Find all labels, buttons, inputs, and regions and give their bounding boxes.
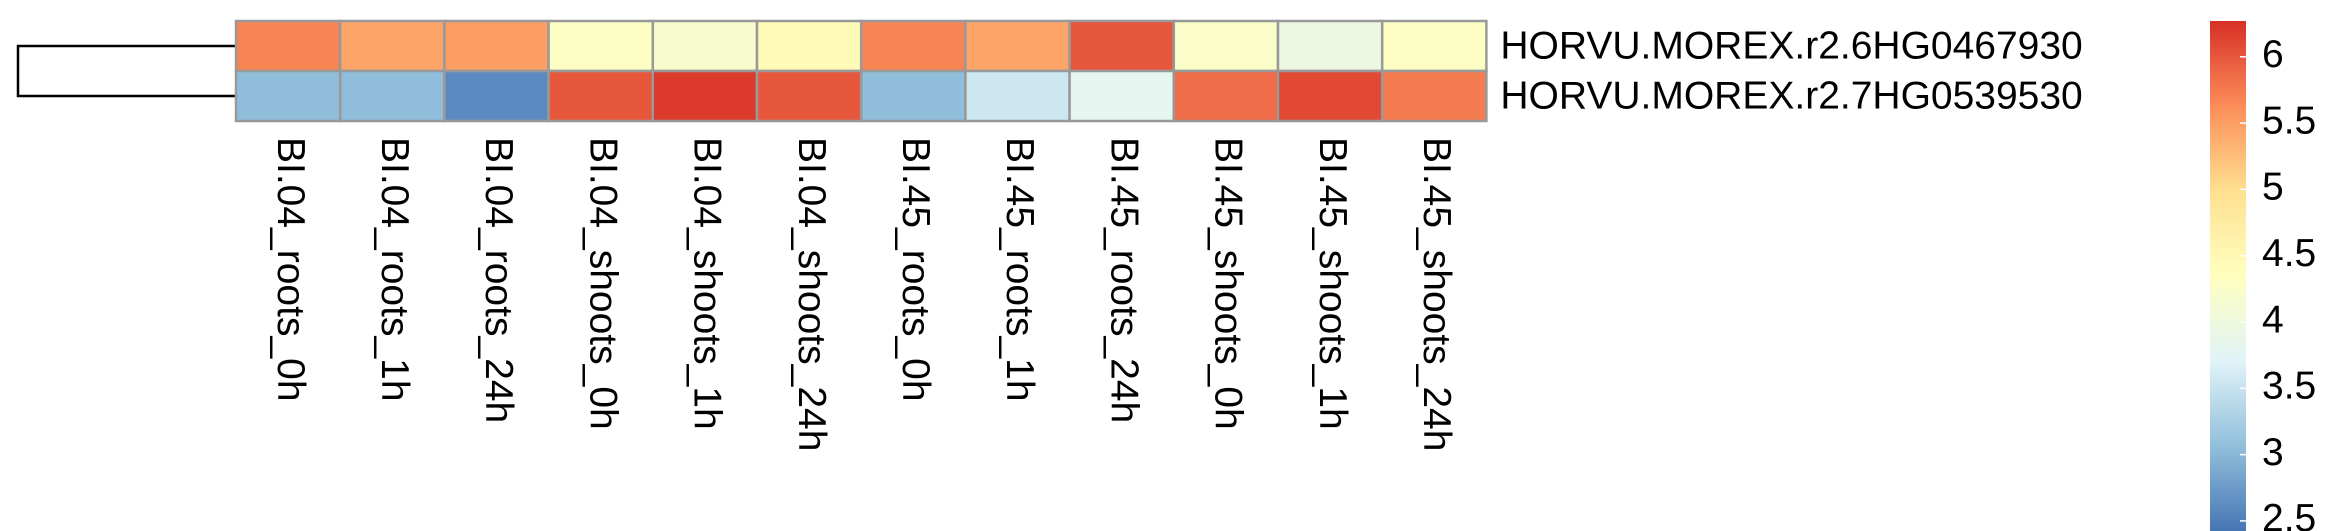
legend-tick-label: 4	[2262, 298, 2284, 341]
heatmap-cell	[1380, 19, 1488, 73]
column-label: BI.04_shoots_24h	[790, 137, 833, 451]
heatmap-cell	[338, 69, 446, 123]
heatmap-cell	[964, 69, 1071, 123]
heatmap-cell	[443, 19, 550, 73]
heatmap-cell	[1172, 69, 1280, 123]
heatmap-cell	[755, 69, 863, 123]
column-label: BI.45_shoots_1h	[1311, 137, 1354, 430]
column-label: BI.04_roots_0h	[269, 137, 312, 402]
heatmap-cell	[1068, 19, 1176, 73]
row-label: HORVU.MOREX.r2.6HG0467930	[1500, 24, 2082, 67]
column-label: BI.04_roots_1h	[373, 137, 416, 402]
heatmap-cell	[234, 19, 342, 73]
column-label: BI.45_roots_0h	[894, 137, 937, 402]
heatmap-cell	[651, 19, 759, 73]
color-legend	[2210, 21, 2246, 531]
column-label: BI.04_shoots_1h	[686, 137, 729, 430]
legend-tick-label: 6	[2262, 33, 2284, 76]
heatmap-cell	[651, 69, 759, 123]
row-label: HORVU.MOREX.r2.7HG0539530	[1500, 74, 2082, 117]
heatmap-cell	[338, 19, 446, 73]
legend-tick-label: 2.5	[2262, 497, 2316, 531]
column-label: BI.45_roots_1h	[998, 137, 1041, 402]
heatmap-cell	[859, 19, 967, 73]
legend-tick-label: 5.5	[2262, 99, 2316, 142]
column-label: BI.45_shoots_0h	[1207, 137, 1250, 430]
column-label: BI.45_shoots_24h	[1415, 137, 1458, 451]
heatmap-cell	[547, 19, 655, 73]
heatmap-cell	[1380, 69, 1488, 123]
heatmap-cell	[1276, 19, 1384, 73]
column-label: BI.04_roots_24h	[477, 137, 520, 423]
legend-tick-label: 3	[2262, 431, 2284, 474]
dendrogram	[16, 44, 236, 98]
heatmap-cell	[859, 69, 967, 123]
heatmap-cell	[1172, 19, 1280, 73]
column-label: BI.45_roots_24h	[1102, 137, 1145, 423]
heatmap-cell	[547, 69, 655, 123]
legend-tick-label: 5	[2262, 166, 2284, 209]
heatmap-cell	[443, 69, 550, 123]
column-label: BI.04_shoots_0h	[581, 137, 624, 430]
legend-tick-label: 4.5	[2262, 232, 2316, 275]
heatmap-cell	[964, 19, 1071, 73]
heatmap-cell	[1068, 69, 1176, 123]
heatmap-cell	[234, 69, 342, 123]
legend-tick-label: 3.5	[2262, 365, 2316, 408]
heatmap-cell	[755, 19, 863, 73]
heatmap-cell	[1276, 69, 1384, 123]
